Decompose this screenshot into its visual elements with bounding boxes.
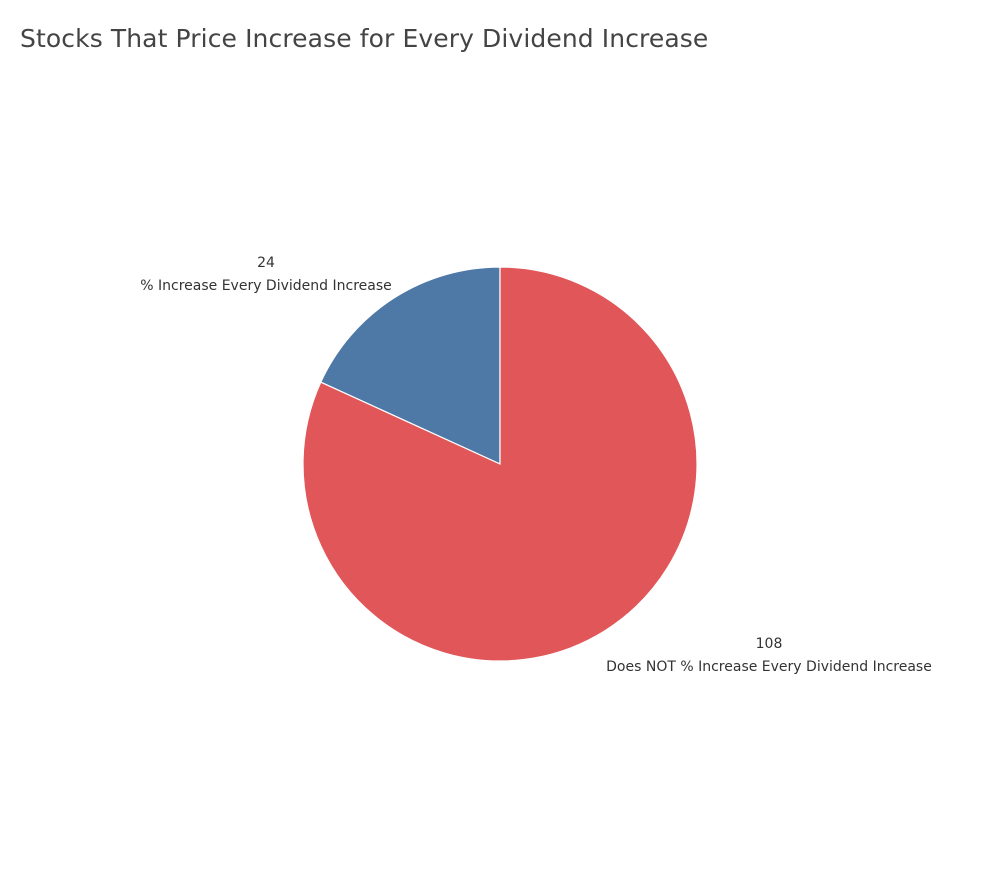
pie-label-increase-category: % Increase Every Dividend Increase [140, 278, 392, 294]
pie-label-does-not-increase-value: 108 [755, 636, 783, 652]
pie-label-increase: 24 % Increase Every Dividend Increase [140, 252, 392, 298]
pie-slice-does-not-increase[interactable] [302, 266, 698, 662]
pie-label-does-not-increase: 108 Does NOT % Increase Every Dividend I… [606, 633, 932, 679]
pie-slice-increase[interactable] [320, 266, 501, 465]
pie-label-increase-value: 24 [257, 255, 275, 271]
pie-label-does-not-increase-category: Does NOT % Increase Every Dividend Incre… [606, 659, 932, 675]
chart-title: Stocks That Price Increase for Every Div… [20, 24, 709, 53]
